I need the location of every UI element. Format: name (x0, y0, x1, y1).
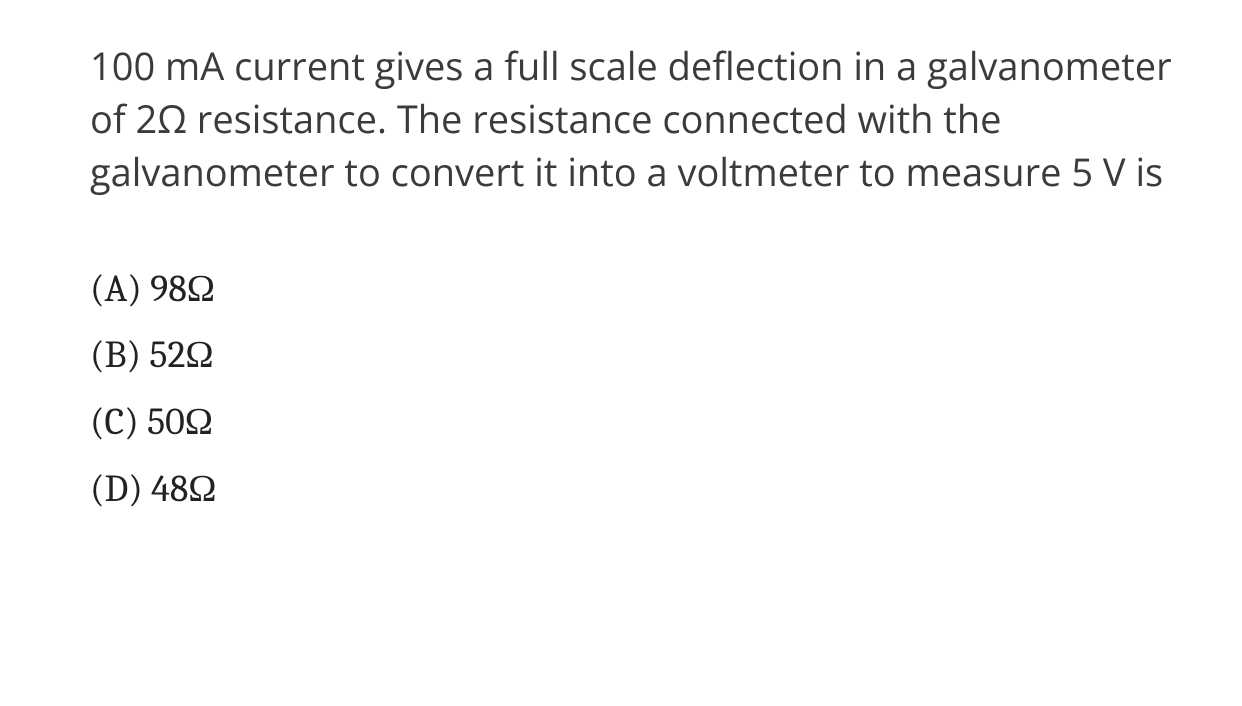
option-b[interactable]: (B) 52Ω (90, 326, 1182, 385)
question-page: 100 mA current gives a full scale deflec… (0, 0, 1242, 559)
question-text: 100 mA current gives a full scale deflec… (90, 40, 1182, 200)
options-list: (A) 98Ω (B) 52Ω (C) 50Ω (D) 48Ω (90, 260, 1182, 520)
option-a[interactable]: (A) 98Ω (90, 260, 1182, 319)
option-c[interactable]: (C) 50Ω (90, 393, 1182, 452)
option-d[interactable]: (D) 48Ω (90, 460, 1182, 519)
